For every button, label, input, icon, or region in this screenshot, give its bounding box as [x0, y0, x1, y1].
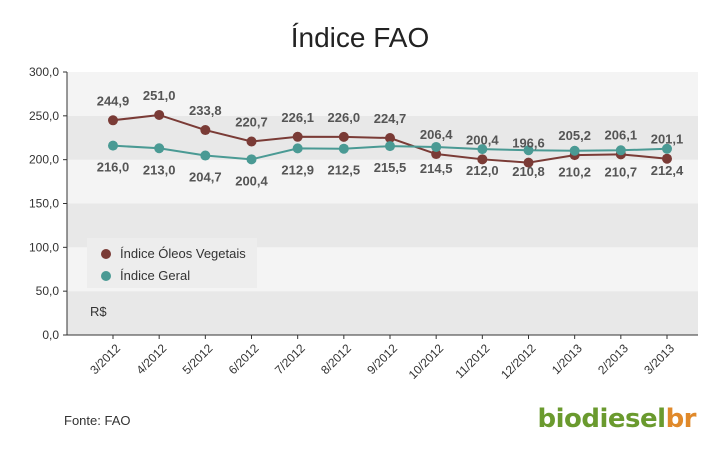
y-tick-label: 250,0 — [29, 109, 59, 123]
data-point-indice-geral — [569, 145, 580, 156]
x-tick-label: 3/2012 — [87, 341, 123, 377]
data-label-oleos-vegetais: 206,1 — [605, 127, 638, 142]
data-label-oleos-vegetais: 220,7 — [235, 115, 268, 130]
legend-label: Índice Óleos Vegetais — [120, 246, 246, 261]
data-point-oleos-vegetais — [246, 136, 257, 147]
legend-box — [87, 238, 257, 288]
data-label-indice-geral: 212,9 — [281, 162, 314, 177]
data-label-oleos-vegetais: 224,7 — [374, 111, 407, 126]
x-tick-label: 6/2012 — [226, 341, 262, 377]
data-point-indice-geral — [108, 140, 118, 151]
y-tick-label: 300,0 — [29, 65, 59, 79]
data-label-indice-geral: 213,0 — [143, 162, 176, 177]
data-point-indice-geral — [385, 141, 395, 152]
data-point-oleos-vegetais — [523, 157, 534, 168]
x-tick-label: 5/2012 — [180, 341, 216, 377]
x-tick-label: 8/2012 — [318, 341, 354, 377]
chart-title: Índice FAO — [290, 22, 430, 53]
data-label-oleos-vegetais: 251,0 — [143, 88, 176, 103]
data-label-indice-geral: 210,2 — [558, 165, 591, 180]
data-label-indice-geral: 214,5 — [420, 161, 453, 176]
grid-band — [67, 159, 698, 204]
data-label-indice-geral: 215,5 — [374, 160, 407, 175]
x-tick-label: 2/2013 — [595, 341, 631, 377]
legend-marker — [101, 271, 111, 281]
x-tick-label: 11/2012 — [453, 341, 493, 381]
data-label-indice-geral: 212,5 — [328, 163, 361, 178]
data-label-indice-geral: 212,0 — [466, 163, 499, 178]
data-point-oleos-vegetais — [154, 109, 165, 120]
data-label-oleos-vegetais: 226,0 — [328, 110, 361, 125]
data-point-oleos-vegetais — [431, 149, 442, 160]
data-point-indice-geral — [615, 145, 626, 156]
data-label-oleos-vegetais: 205,2 — [558, 128, 591, 143]
data-point-oleos-vegetais — [292, 131, 303, 142]
data-point-oleos-vegetais — [662, 153, 672, 164]
data-point-oleos-vegetais — [338, 131, 349, 142]
y-tick-label: 0,0 — [42, 328, 59, 342]
data-point-indice-geral — [523, 145, 534, 156]
legend-marker — [101, 249, 111, 259]
data-label-indice-geral: 200,4 — [235, 173, 268, 188]
x-tick-label: 7/2012 — [272, 341, 308, 377]
grid-band — [67, 291, 698, 335]
data-label-indice-geral: 204,7 — [189, 170, 222, 185]
data-point-oleos-vegetais — [200, 125, 211, 136]
data-point-oleos-vegetais — [477, 154, 488, 165]
data-label-oleos-vegetais: 196,6 — [512, 136, 545, 151]
data-label-oleos-vegetais: 244,9 — [97, 93, 130, 108]
data-point-indice-geral — [431, 141, 442, 152]
x-tick-label: 1/2013 — [549, 341, 585, 377]
y-tick-label: 200,0 — [29, 153, 59, 167]
data-point-indice-geral — [662, 143, 672, 154]
data-point-indice-geral — [292, 143, 303, 154]
data-point-indice-geral — [154, 143, 165, 154]
y-tick-label: 150,0 — [29, 197, 59, 211]
y-axis-unit-label: R$ — [90, 304, 107, 319]
data-label-oleos-vegetais: 201,1 — [651, 132, 684, 147]
y-tick-label: 100,0 — [29, 240, 59, 254]
x-tick-label: 12/2012 — [498, 341, 539, 382]
legend-label: Índice Geral — [120, 268, 190, 283]
data-label-oleos-vegetais: 233,8 — [189, 103, 222, 118]
data-label-oleos-vegetais: 206,4 — [420, 127, 453, 142]
data-label-indice-geral: 210,7 — [605, 164, 638, 179]
data-point-indice-geral — [246, 154, 257, 165]
x-tick-label: 10/2012 — [406, 341, 447, 382]
grid-band — [67, 72, 698, 116]
data-point-indice-geral — [338, 143, 349, 154]
data-label-indice-geral: 210,8 — [512, 164, 545, 179]
x-tick-label: 4/2012 — [133, 341, 169, 377]
source-note: Fonte: FAO — [64, 413, 131, 428]
x-tick-label: 3/2013 — [641, 341, 677, 377]
data-point-oleos-vegetais — [385, 133, 395, 144]
biodieselbr-logo: biodieselbr — [537, 404, 696, 434]
data-label-indice-geral: 212,4 — [651, 163, 684, 178]
data-label-indice-geral: 216,0 — [97, 160, 130, 175]
y-tick-label: 50,0 — [36, 284, 60, 298]
data-point-oleos-vegetais — [108, 115, 118, 126]
data-label-oleos-vegetais: 226,1 — [281, 110, 314, 125]
x-tick-label: 9/2012 — [364, 341, 400, 377]
data-point-indice-geral — [477, 144, 488, 155]
data-label-oleos-vegetais: 200,4 — [466, 132, 499, 147]
data-point-indice-geral — [200, 150, 211, 161]
